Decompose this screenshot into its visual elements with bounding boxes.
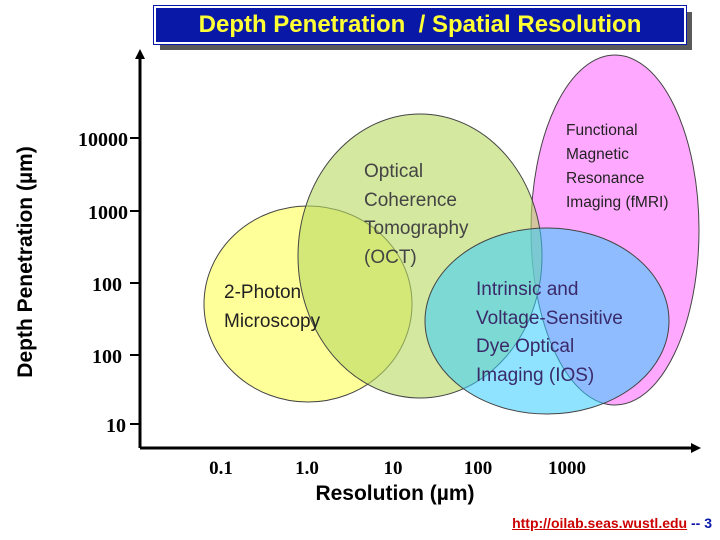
fmri-label: Functional Magnetic Resonance Imaging (f… xyxy=(566,122,669,211)
fmri-label-line: Functional xyxy=(566,122,638,139)
y-axis-label: Depth Penetration (µm) xyxy=(14,146,37,378)
fmri-label-line: Magnetic xyxy=(566,146,629,163)
ios-label-line: Voltage-Sensitive xyxy=(476,308,623,329)
oct-label: Optical Coherence Tomography (OCT) xyxy=(364,161,474,268)
x-tick-label: 1000 xyxy=(548,458,586,479)
ios-label-line: Intrinsic and xyxy=(476,279,578,300)
two-photon-label-line: Microscopy xyxy=(224,311,321,332)
ios-label-line: Dye Optical xyxy=(476,336,574,357)
y-tick-label: 10000 xyxy=(78,129,128,151)
oct-label-line: Coherence xyxy=(364,190,457,211)
y-tick-label: 100 xyxy=(92,274,122,296)
ios-region xyxy=(424,227,670,415)
x-tick-label: 10 xyxy=(384,458,403,479)
x-axis-label: Resolution (µm) xyxy=(315,482,475,505)
title-banner: Depth Penetration / Spatial Resolution xyxy=(153,5,687,45)
ios-label: Intrinsic and Voltage-Sensitive Dye Opti… xyxy=(476,279,628,386)
x-tick-label: 100 xyxy=(464,458,493,479)
y-tick-label: 10 xyxy=(106,415,126,437)
fmri-label-line: Imaging (fMRI) xyxy=(566,194,669,211)
slide-title: Depth Penetration / Spatial Resolution xyxy=(198,11,642,38)
y-tick-label: 1000 xyxy=(88,202,128,224)
y-tick-label: 100 xyxy=(92,346,122,368)
oct-label-line: Optical xyxy=(364,161,423,182)
two-photon-label-line: 2-Photon xyxy=(224,282,301,303)
y-tick-group: 10000 1000 100 100 10 xyxy=(78,129,140,437)
footer: http://oilab.seas.wustl.edu -- 3 xyxy=(512,515,712,531)
x-tick-group: 0.1 1.0 10 100 1000 xyxy=(209,458,586,479)
x-tick-label: 0.1 xyxy=(209,458,233,479)
ios-label-line: Imaging (IOS) xyxy=(476,365,594,386)
two-photon-label: 2-Photon Microscopy xyxy=(224,282,321,332)
oct-label-line: Tomography xyxy=(364,218,469,239)
x-tick-label: 1.0 xyxy=(295,458,319,479)
oct-label-line: (OCT) xyxy=(364,247,417,268)
page-number: -- 3 xyxy=(687,515,712,531)
footer-link[interactable]: http://oilab.seas.wustl.edu xyxy=(512,515,688,531)
fmri-label-line: Resonance xyxy=(566,170,644,187)
